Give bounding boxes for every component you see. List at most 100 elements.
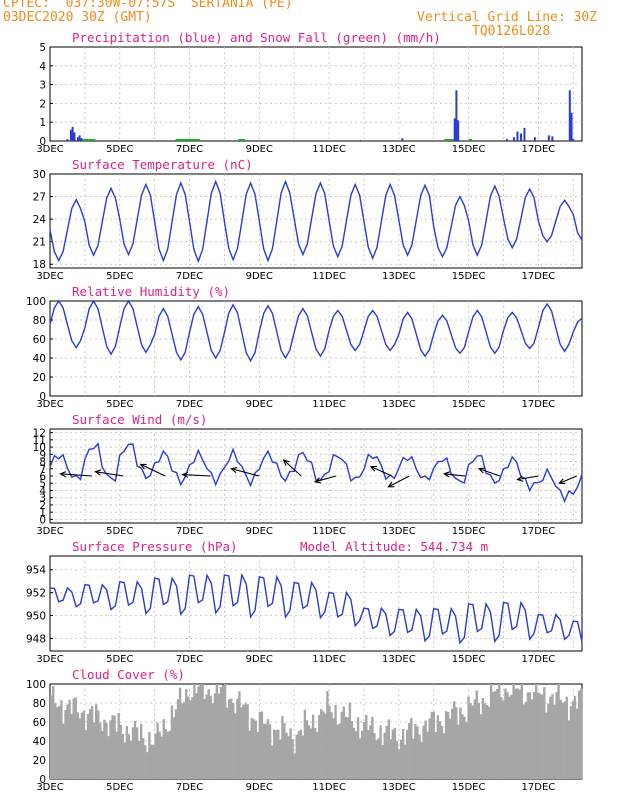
cloud-bar (461, 714, 464, 779)
cloud-bar (395, 741, 399, 779)
humidity-xtick-label: 7DEC (176, 399, 203, 410)
cloud-bar (563, 701, 566, 779)
cloud-bar (514, 688, 517, 779)
cloud-bar (389, 739, 393, 779)
precip-bar (572, 139, 575, 141)
precip-xtick-label: 15DEC (452, 144, 486, 155)
temperature-ytick-label: 27 (33, 192, 46, 204)
cloud-bar (311, 714, 315, 779)
humidity-title: Relative Humidity (%) (72, 284, 230, 299)
cloud-bar (338, 723, 341, 779)
cloud-bar (401, 729, 405, 779)
cloud-bar (60, 700, 63, 779)
cloud-bar (442, 733, 446, 779)
cloud-bar (330, 712, 333, 779)
precip-bar (66, 139, 69, 141)
cloud-bar (381, 744, 384, 779)
cloud-bar (154, 733, 157, 779)
cloud-bar (135, 727, 139, 779)
wind-ytick-label: 12 (33, 428, 46, 440)
cloud-bar (225, 707, 229, 779)
precip-ytick-label: 1 (39, 117, 46, 129)
wind-ytick-label: 0 (39, 514, 46, 526)
cloud-bar (408, 722, 411, 779)
wind-arrow-head (59, 471, 67, 478)
cloud-title: Cloud Cover (%) (72, 667, 185, 682)
cloud-bar (187, 696, 190, 779)
cloud-bar (354, 731, 358, 779)
cloud-bar (285, 732, 288, 779)
cloud-bar (430, 711, 433, 779)
cloud-bar (328, 705, 331, 779)
cloud-ytick-label: 40 (33, 736, 46, 748)
humidity-xtick-label: 5DEC (106, 399, 133, 410)
pressure-panel: 948 950 952 954 3DEC 5DEC 7DEC 9DEC 11DEC 13DEC 15… (26, 539, 583, 665)
cloud-bar (457, 724, 460, 779)
cloud-bar (508, 696, 511, 779)
cloud-bar (230, 698, 233, 779)
wind-arrow-head (369, 465, 377, 472)
cloud-bar (469, 703, 472, 779)
cloud-bar (305, 720, 309, 779)
cloud-bar (451, 708, 454, 779)
wind-ytick-label: 11 (33, 435, 46, 447)
cloud-bar (273, 729, 276, 779)
wind-arrow-shaft (140, 463, 166, 477)
wind-ytick-label: 8 (39, 457, 46, 469)
cloud-bar (412, 738, 415, 779)
temperature-xtick-label: 7DEC (176, 271, 203, 282)
cloud-bar (426, 731, 429, 779)
cloud-bar (455, 707, 458, 779)
wind-arrow-head (313, 477, 322, 484)
cloud-bar (520, 684, 523, 779)
wind-arrow-shaft (478, 468, 501, 477)
wind-ytick-label: 2 (39, 500, 46, 512)
cloud-bar (123, 742, 127, 779)
wind-ytick-label: 5 (39, 478, 46, 490)
cloud-bar (414, 723, 417, 779)
cloud-bar (350, 721, 354, 779)
cloud-bar (64, 709, 67, 779)
cloud-bar (309, 728, 313, 779)
cloud-bar (506, 691, 509, 779)
cloud-bar (436, 715, 440, 779)
cloud-bar (479, 714, 483, 779)
cloud-bar (467, 696, 470, 779)
cloud-bar (547, 703, 550, 779)
cloud-bar (99, 722, 102, 779)
cloud-bar (86, 714, 90, 779)
cloud-bar (78, 718, 81, 779)
precip-bar (76, 137, 79, 141)
cloud-bar (358, 738, 362, 779)
cloud-bar (303, 709, 307, 779)
cloud-bar (258, 711, 262, 779)
cloud-bar (541, 694, 544, 779)
cloud-bar (571, 701, 575, 779)
cloud-bar (107, 736, 110, 779)
cloud-bar (162, 719, 165, 779)
temperature-xtick-label: 17DEC (522, 271, 556, 282)
wind-ytick-label: 1 (39, 507, 46, 519)
cloud-bar (526, 692, 530, 779)
precip-bar (523, 127, 526, 141)
cloud-bar (403, 744, 407, 779)
cloud-bar (334, 704, 337, 779)
wind-xtick-label: 5DEC (106, 526, 133, 537)
wind-arrow-shaft (444, 473, 466, 477)
temperature-xtick-label: 13DEC (382, 271, 416, 282)
cloud-bar (420, 742, 423, 779)
pressure-xtick-label: 5DEC (106, 654, 133, 665)
temperature-frame (49, 173, 583, 269)
cloud-bar (160, 736, 163, 779)
cloud-bar (88, 709, 92, 779)
cloud-ytick-label: 20 (33, 755, 46, 767)
cloud-bar (256, 731, 260, 779)
cloud-bar (95, 704, 98, 779)
cloud-bar (238, 691, 241, 779)
cloud-bar (573, 696, 577, 779)
cloud-bar (391, 729, 395, 779)
precip-bar (505, 139, 508, 141)
precip-bar (71, 126, 74, 141)
wind-arrow-shaft (95, 471, 124, 477)
